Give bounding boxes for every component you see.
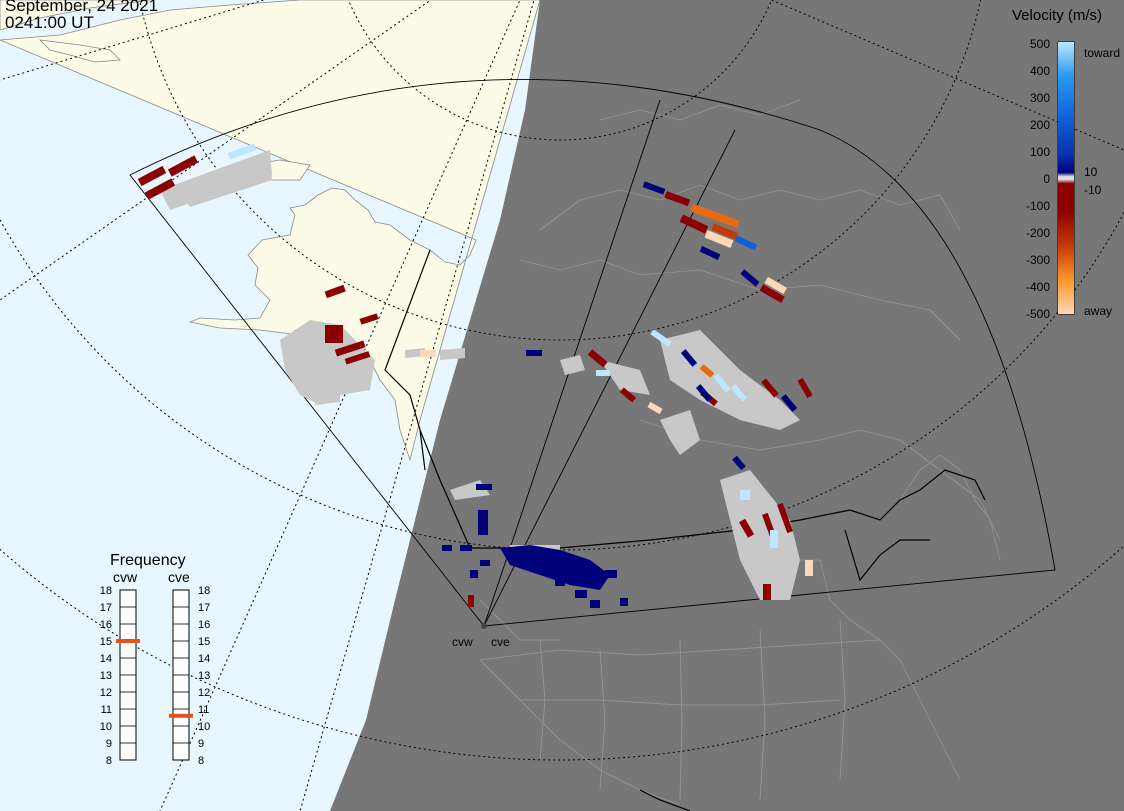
velocity-tick-label: 500	[1030, 37, 1050, 51]
frequency-tick-label: 18	[100, 585, 112, 597]
scatter-away-low	[137, 155, 813, 607]
frequency-marker-cve	[169, 713, 193, 718]
frequency-tick-label: 9	[198, 738, 204, 750]
frequency-tick-label: 10	[100, 721, 112, 733]
state-boundaries	[479, 599, 881, 801]
velocity-legend-title: Velocity (m/s)	[1012, 7, 1102, 24]
frequency-tick-label: 16	[198, 619, 210, 631]
frequency-tick-label: 17	[198, 602, 210, 614]
frequency-radar-cve: cve	[168, 569, 190, 585]
velocity-legend: Velocity (m/s) 5	[1012, 7, 1120, 321]
frequency-title: Frequency	[110, 552, 186, 569]
velocity-tick-label: -300	[1026, 253, 1050, 267]
frequency-tick-label: 17	[100, 602, 112, 614]
frequency-tick-label: 15	[100, 636, 112, 648]
map-time: 0241:00 UT	[5, 13, 94, 32]
frequency-marker-cvw	[116, 639, 140, 643]
scatter-toward	[227, 143, 798, 608]
frequency-tick-label: 8	[106, 755, 112, 767]
velocity-tick-label: 200	[1030, 118, 1050, 132]
station-label-cvw: cvw	[452, 635, 473, 649]
frequency-tick-label: 15	[198, 636, 210, 648]
frequency-tick-label: 18	[198, 585, 210, 597]
velocity-tick-label: -400	[1026, 280, 1050, 294]
velocity-tick-label: -100	[1026, 199, 1050, 213]
velocity-tick-label: 400	[1030, 64, 1050, 78]
ground-scatter	[160, 150, 800, 600]
frequency-tick-label: 8	[198, 755, 204, 767]
frequency-tick-label: 10	[198, 721, 210, 733]
frequency-tick-label: 11	[101, 704, 112, 716]
velocity-away-label: away	[1084, 304, 1112, 318]
frequency-tick-label: 14	[100, 653, 112, 665]
frequency-tick-label: 12	[100, 687, 112, 699]
frequency-tick-label: 16	[100, 619, 112, 631]
night-coastlines	[479, 99, 1001, 806]
velocity-tick-label: 300	[1030, 91, 1050, 105]
frequency-tick-label: 14	[198, 653, 210, 665]
frequency-panel: Frequency cvw cve 18 17 16 15 14 13 12 11 10 9 8 18…	[100, 552, 211, 767]
velocity-tick-label: 100	[1030, 145, 1050, 159]
velocity-tick-label: -500	[1026, 307, 1050, 321]
velocity-tick-label: -200	[1026, 226, 1050, 240]
radar-sites: cvw cve	[452, 623, 510, 649]
frequency-tick-label: 9	[106, 738, 112, 750]
frequency-radar-cvw: cvw	[113, 569, 138, 585]
velocity-inner-tick-10: 10	[1084, 165, 1098, 179]
province-boundaries	[384, 249, 986, 811]
map-date: September, 24 2021	[5, 0, 159, 15]
velocity-tick-label: 0	[1043, 172, 1050, 186]
velocity-toward-label: toward	[1084, 46, 1120, 60]
velocity-colorbar	[1058, 42, 1074, 314]
velocity-inner-tick-neg10: -10	[1084, 183, 1102, 197]
frequency-tick-label: 13	[198, 670, 210, 682]
station-label-cve: cve	[491, 635, 510, 649]
frequency-tick-label: 13	[100, 670, 112, 682]
frequency-tick-label: 11	[198, 704, 209, 716]
scatter-away-high	[420, 203, 813, 576]
frequency-tick-label: 12	[198, 687, 210, 699]
